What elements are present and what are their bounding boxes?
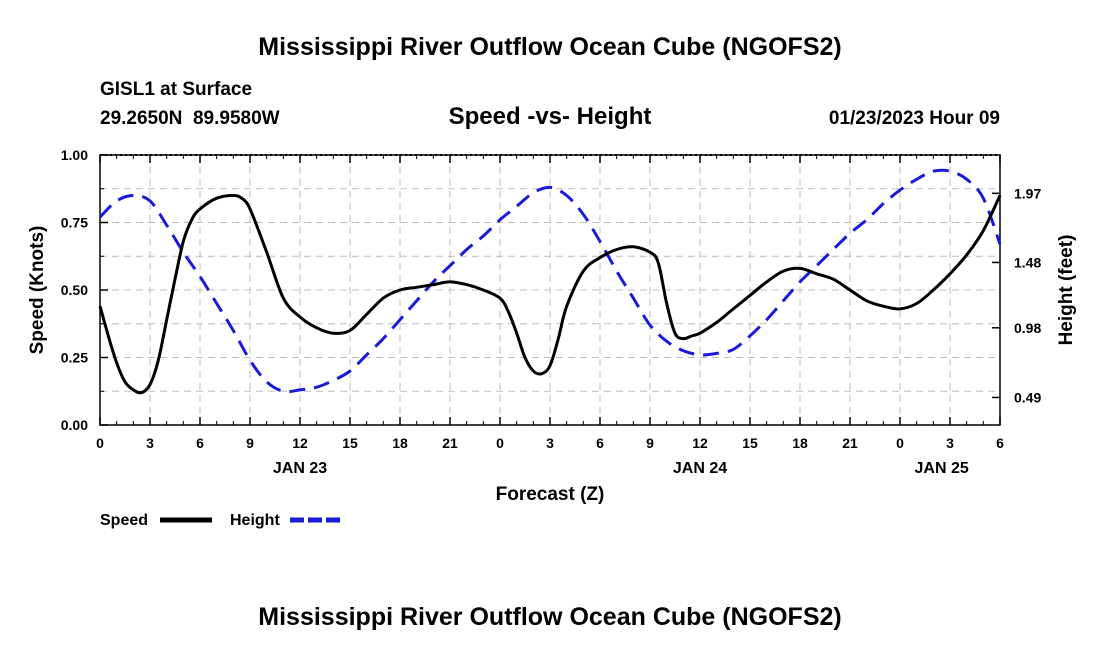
x-tick-label: 0 xyxy=(896,435,904,451)
speed-series-line xyxy=(98,194,1002,395)
x-tick-label: 3 xyxy=(146,435,154,451)
x-tick-label: 6 xyxy=(996,435,1004,451)
height-series-line xyxy=(98,168,1002,394)
x-tick-label: 9 xyxy=(646,435,654,451)
x-tick-label: 0 xyxy=(496,435,504,451)
x-tick-label: 0 xyxy=(96,435,104,451)
x-axis-label: Forecast (Z) xyxy=(496,484,605,505)
x-tick-label: 3 xyxy=(546,435,554,451)
y-axis-label: Speed (Knots) xyxy=(27,226,48,355)
date-label: JAN 23 xyxy=(273,460,327,477)
y-right-axis-label: Height (feet) xyxy=(1056,235,1077,346)
y-tick-label: 1.00 xyxy=(61,147,88,163)
y-right-tick-label: 0.98 xyxy=(1014,320,1041,336)
x-tick-label: 18 xyxy=(392,435,408,451)
location-label: 29.2650N 89.9580W xyxy=(100,108,280,129)
x-tick-label: 9 xyxy=(246,435,254,451)
x-tick-label: 3 xyxy=(946,435,954,451)
x-tick-label: 12 xyxy=(692,435,708,451)
chart-title: Mississippi River Outflow Ocean Cube (NG… xyxy=(258,33,841,61)
x-tick-label: 12 xyxy=(292,435,308,451)
timestamp-label: 01/23/2023 Hour 09 xyxy=(829,108,1000,129)
y-right-axis-ticks: 0.49 0.98 1.48 1.97 xyxy=(992,185,1041,405)
x-tick-label: 6 xyxy=(596,435,604,451)
y-tick-label: 0.25 xyxy=(61,350,88,366)
date-label: JAN 25 xyxy=(915,460,969,477)
x-tick-label: 21 xyxy=(442,435,458,451)
station-label: GISL1 at Surface xyxy=(100,79,252,100)
date-label: JAN 24 xyxy=(673,460,727,477)
chart-subtitle: Speed -vs- Height xyxy=(449,103,652,130)
y-right-tick-label: 1.48 xyxy=(1014,254,1041,270)
date-labels: JAN 23 JAN 24 JAN 25 xyxy=(273,460,969,477)
y-right-tick-label: 0.49 xyxy=(1014,389,1041,405)
legend-speed-label: Speed xyxy=(100,512,148,529)
y-tick-label: 0.75 xyxy=(61,215,88,231)
x-tick-label: 21 xyxy=(842,435,858,451)
x-tick-label: 18 xyxy=(792,435,808,451)
x-tick-label: 15 xyxy=(742,435,758,451)
footer-title: Mississippi River Outflow Ocean Cube (NG… xyxy=(258,603,841,631)
y-axis-ticks: 0.00 0.25 0.50 0.75 1.00 xyxy=(61,147,108,433)
legend: Speed Height xyxy=(100,512,342,529)
y-tick-label: 0.00 xyxy=(61,417,88,433)
y-right-tick-label: 1.97 xyxy=(1014,185,1041,201)
legend-height-label: Height xyxy=(230,512,280,529)
x-tick-label: 15 xyxy=(342,435,358,451)
y-tick-label: 0.50 xyxy=(61,282,88,298)
x-tick-label: 6 xyxy=(196,435,204,451)
x-axis-ticks: 0 3 6 9 12 15 18 21 0 3 6 9 12 15 18 21 0 3 6 xyxy=(96,155,1004,451)
